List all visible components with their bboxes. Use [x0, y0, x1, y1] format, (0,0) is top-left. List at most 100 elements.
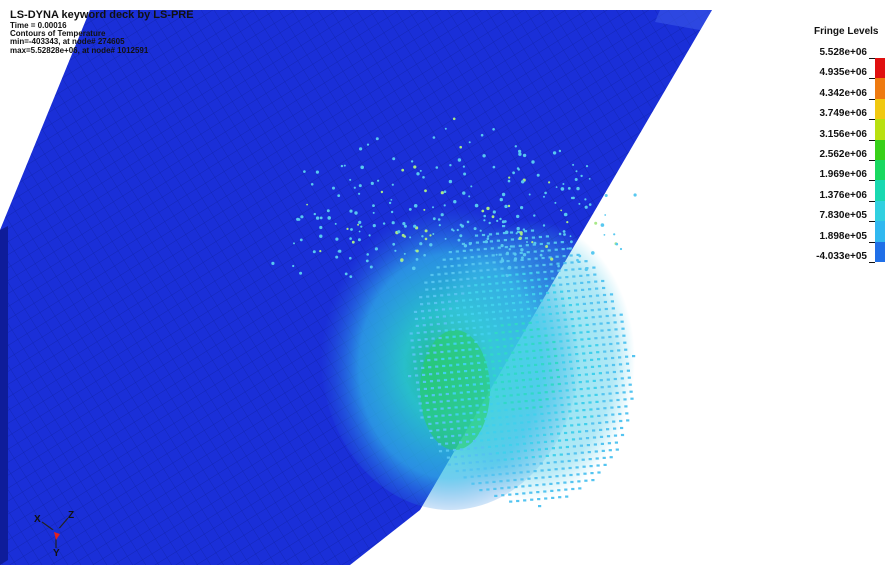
particle: [582, 302, 586, 305]
particle: [442, 364, 446, 368]
particle: [420, 416, 424, 419]
particle: [455, 307, 460, 310]
particle: [488, 339, 492, 342]
particle: [573, 452, 577, 455]
particle: [417, 395, 421, 398]
particle: [505, 309, 509, 312]
particle: [507, 429, 511, 433]
particle: [567, 403, 571, 406]
particle: [478, 262, 482, 265]
particle: [467, 454, 471, 457]
debris-particle: [488, 221, 491, 225]
particle: [479, 269, 483, 272]
particle: [535, 377, 539, 380]
particle: [590, 365, 595, 368]
legend-level-label: 4.935e+06: [819, 67, 867, 79]
particle: [443, 322, 447, 325]
debris-particle: [588, 203, 592, 206]
debris-particle: [360, 165, 365, 170]
particle: [550, 489, 554, 492]
particle: [587, 451, 591, 454]
particle: [529, 435, 533, 438]
particle: [446, 343, 450, 346]
particle: [605, 314, 609, 318]
debris-particle: [358, 230, 361, 233]
particle: [524, 400, 528, 403]
particle: [620, 433, 625, 437]
debris-particle: [351, 240, 355, 244]
particle: [594, 337, 598, 340]
particle: [443, 265, 447, 268]
particle: [534, 314, 538, 317]
particle: [528, 378, 532, 381]
particle: [490, 247, 494, 250]
particle: [483, 297, 487, 300]
particle: [604, 307, 608, 311]
debris-particle: [539, 253, 543, 257]
legend-tick: [869, 241, 875, 243]
debris-particle: [542, 224, 546, 227]
particle: [493, 431, 497, 434]
particle: [468, 461, 472, 464]
debris-particle: [327, 216, 332, 220]
particle: [519, 251, 523, 254]
particle: [536, 434, 540, 437]
particle: [556, 482, 560, 485]
particle: [562, 368, 567, 371]
particle: [608, 449, 612, 452]
particle: [455, 469, 459, 473]
particle: [606, 321, 610, 325]
particle: [568, 353, 572, 356]
debris-particle: [360, 225, 363, 228]
legend-title: Fringe Levels: [814, 26, 879, 37]
particle: [556, 262, 560, 265]
particle: [621, 384, 625, 387]
particle: [535, 321, 539, 324]
particle: [552, 284, 556, 287]
particle: [533, 250, 537, 253]
particle: [584, 479, 588, 482]
particle: [557, 382, 561, 386]
particle: [606, 378, 610, 381]
debris-particle: [444, 127, 447, 130]
particle: [569, 473, 573, 477]
particle: [430, 330, 434, 333]
particle: [562, 311, 566, 314]
particle: [610, 406, 614, 409]
particle: [577, 260, 581, 263]
particle: [505, 359, 509, 362]
particle: [527, 314, 531, 317]
debris-particle: [332, 186, 335, 190]
particle: [466, 334, 470, 337]
debris-particle: [507, 204, 511, 208]
debris-particle: [358, 184, 362, 188]
particle: [512, 358, 516, 361]
particle: [481, 453, 485, 456]
particle: [560, 297, 565, 300]
debris-particle: [459, 234, 463, 238]
particle: [509, 231, 514, 234]
legend-color-swatch: [875, 119, 885, 140]
particle: [558, 276, 562, 279]
particle: [486, 325, 490, 328]
debris-particle: [372, 211, 375, 214]
particle: [526, 307, 530, 310]
debris-particle: [349, 178, 352, 181]
particle: [488, 396, 492, 399]
particle: [602, 400, 606, 403]
debris-particle: [424, 237, 428, 241]
particle: [569, 311, 573, 314]
particle: [579, 331, 583, 334]
particle: [548, 256, 552, 259]
particle: [465, 384, 469, 387]
debris-particle: [372, 204, 375, 208]
particle: [583, 359, 587, 362]
debris-particle: [512, 171, 515, 175]
debris-particle: [518, 152, 522, 156]
particle: [434, 415, 438, 418]
debris-particle: [462, 191, 466, 195]
particle: [474, 340, 478, 343]
debris-particle: [528, 193, 531, 196]
particle: [417, 338, 421, 341]
